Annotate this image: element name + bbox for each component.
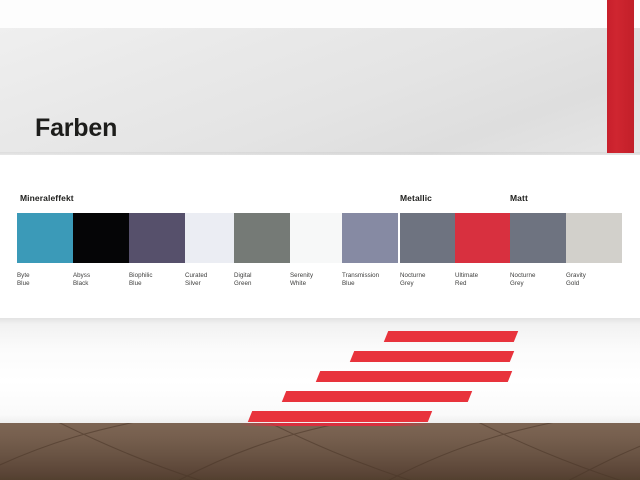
color-swatch-label: Nocturne Grey: [400, 272, 426, 288]
color-swatch[interactable]: [342, 213, 398, 263]
color-palette: Mineraleffekt Byte Blue Abyss Black Biophil…: [0, 155, 640, 318]
color-swatch[interactable]: [400, 213, 456, 263]
color-swatch[interactable]: [290, 213, 346, 263]
color-swatch-label: Serenity White: [290, 272, 314, 288]
palette-group-heading: Mineraleffekt: [20, 193, 74, 203]
slide-header-panel: Farben: [0, 28, 640, 155]
slide-footer: Nord-Ostsee Automobile Lust auf Leistung…: [0, 423, 640, 480]
color-swatch[interactable]: [566, 213, 622, 263]
color-swatch[interactable]: [510, 213, 566, 263]
color-swatch-label: Ultimate Red: [455, 272, 479, 288]
color-swatch-label: Transmission Blue: [342, 272, 380, 288]
color-swatch-label: Biophilic Blue: [129, 272, 153, 288]
decorative-stripe: [247, 411, 433, 422]
header-accent-bar: [607, 0, 634, 153]
decorative-stripes-band: [0, 318, 640, 423]
color-swatch-label: Abyss Black: [73, 272, 91, 288]
color-swatch-label: Gravity Gold: [566, 272, 586, 288]
palette-group-heading: Metallic: [400, 193, 432, 203]
palette-group-heading: Matt: [510, 193, 528, 203]
color-swatch[interactable]: [129, 213, 185, 263]
color-swatch[interactable]: [234, 213, 290, 263]
top-margin-band: [0, 0, 640, 28]
color-swatch[interactable]: [185, 213, 241, 263]
decorative-stripe: [315, 371, 513, 382]
color-swatch-label: Curated Silver: [185, 272, 208, 288]
footer-red-sliver: [240, 423, 430, 426]
color-swatch[interactable]: [73, 213, 129, 263]
color-swatch-label: Nocturne Grey: [510, 272, 536, 288]
decorative-stripe: [349, 351, 515, 362]
decorative-stripe: [281, 391, 473, 402]
color-swatch[interactable]: [455, 213, 511, 263]
color-swatch-label: Digital Green: [234, 272, 252, 288]
page-title: Farben: [35, 114, 118, 142]
color-swatch-label: Byte Blue: [17, 272, 30, 288]
color-swatch[interactable]: [17, 213, 73, 263]
footer-arc-pattern-icon: [0, 423, 640, 480]
decorative-stripe: [383, 331, 519, 342]
